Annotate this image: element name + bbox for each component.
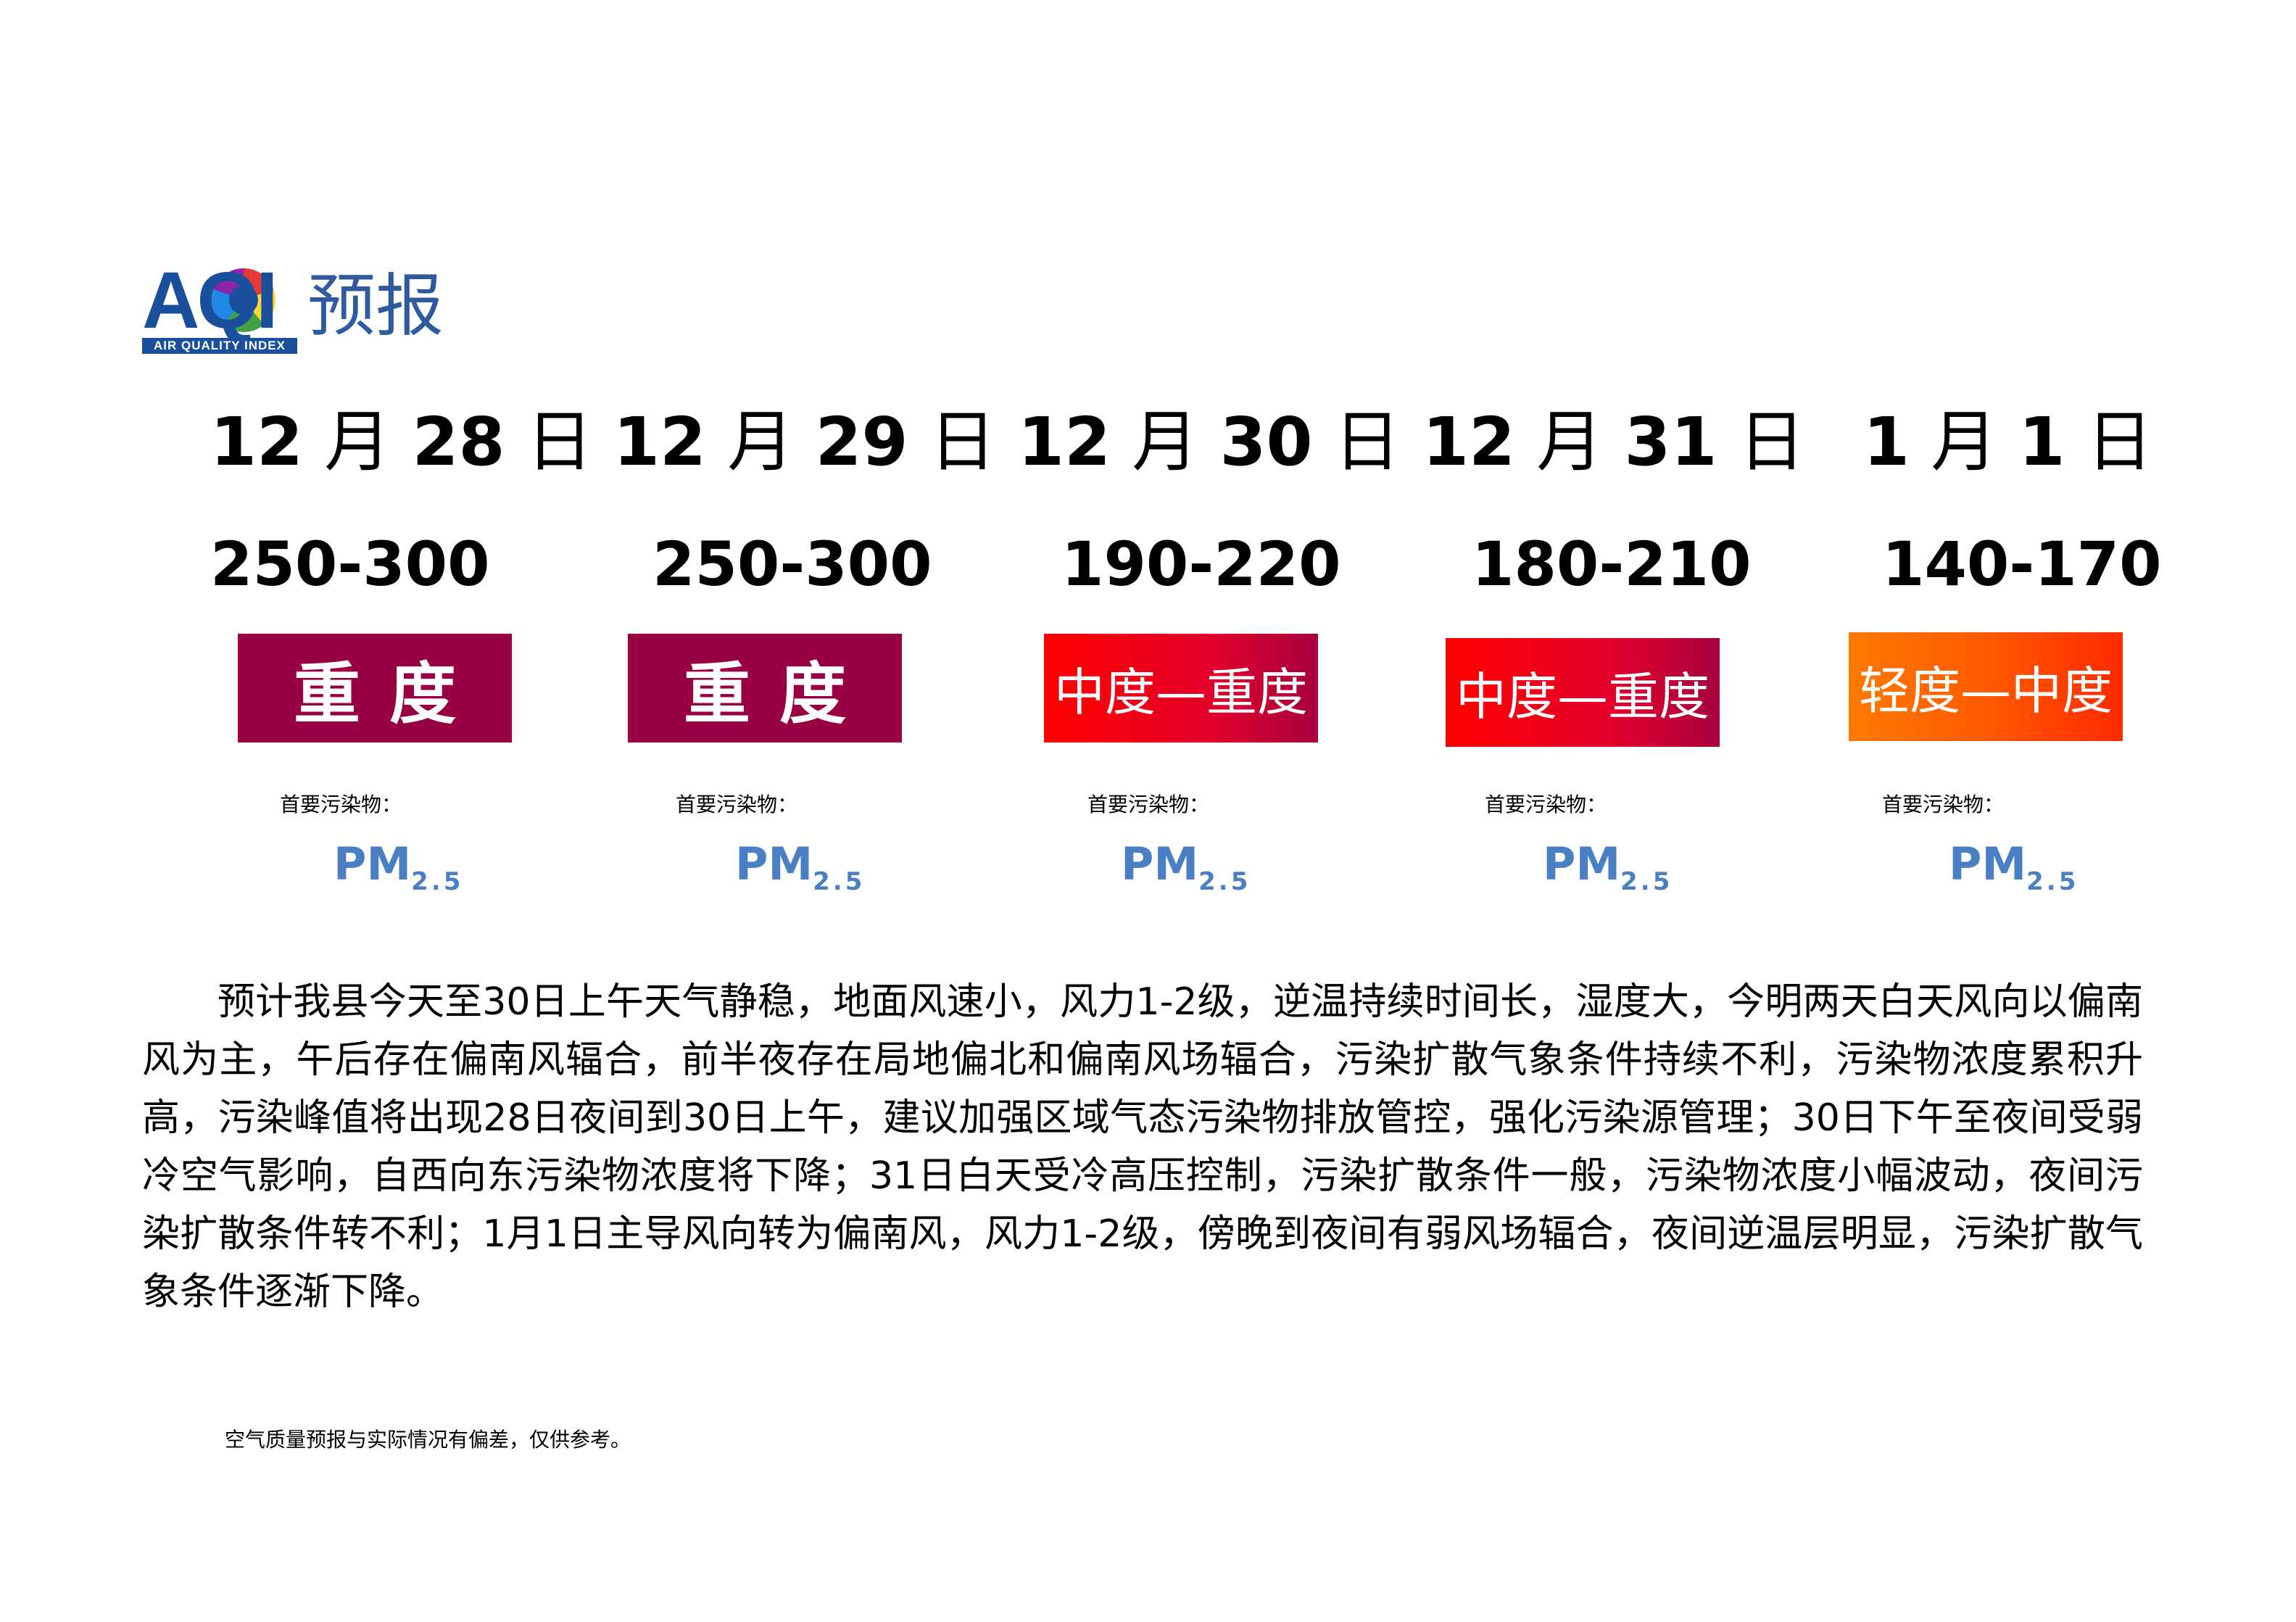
forecast-date: 12 月 29 日 xyxy=(613,403,996,481)
primary-pollutant-label: 首要污染物： xyxy=(280,793,402,816)
primary-pollutant: PM2.5 xyxy=(333,837,464,896)
aqi-range: 180-210 xyxy=(1472,529,1752,600)
primary-pollutant-label: 首要污染物： xyxy=(676,793,798,816)
primary-pollutant: PM2.5 xyxy=(735,837,866,896)
aqi-logo: AQI AIR QUALITY INDEX xyxy=(142,261,302,355)
aqi-logo-subtitle: AIR QUALITY INDEX xyxy=(142,338,297,354)
primary-pollutant: PM2.5 xyxy=(1543,837,1673,896)
page-title: 预报 xyxy=(307,267,444,346)
disclaimer-footnote: 空气质量预报与实际情况有偏差，仅供参考。 xyxy=(225,1428,631,1452)
aqi-logo-text: AQI xyxy=(142,256,278,345)
pollution-level-badge: 重度 xyxy=(238,634,512,742)
primary-pollutant: PM2.5 xyxy=(1121,837,1251,896)
primary-pollutant: PM2.5 xyxy=(1949,837,2079,896)
aqi-range: 190-220 xyxy=(1061,529,1341,600)
forecast-date: 12 月 31 日 xyxy=(1422,403,1805,481)
aqi-range: 140-170 xyxy=(1882,529,2162,600)
pollution-level-badge: 中度—重度 xyxy=(1044,634,1318,742)
aqi-range: 250-300 xyxy=(652,529,932,600)
forecast-date: 1 月 1 日 xyxy=(1863,403,2153,481)
forecast-date: 12 月 30 日 xyxy=(1018,403,1401,481)
aqi-range: 250-300 xyxy=(210,529,490,600)
pollution-level-badge: 轻度—中度 xyxy=(1849,632,2123,741)
forecast-description: 预计我县今天至30日上午天气静稳，地面风速小，风力1-2级，逆温持续时间长，湿度… xyxy=(142,980,2143,1314)
primary-pollutant-label: 首要污染物： xyxy=(1485,793,1607,816)
pollution-level-badge: 中度—重度 xyxy=(1446,638,1720,747)
primary-pollutant-label: 首要污染物： xyxy=(1882,793,2005,816)
pollution-level-badge: 重度 xyxy=(628,634,902,742)
forecast-date: 12 月 28 日 xyxy=(210,403,593,481)
primary-pollutant-label: 首要污染物： xyxy=(1087,793,1210,816)
